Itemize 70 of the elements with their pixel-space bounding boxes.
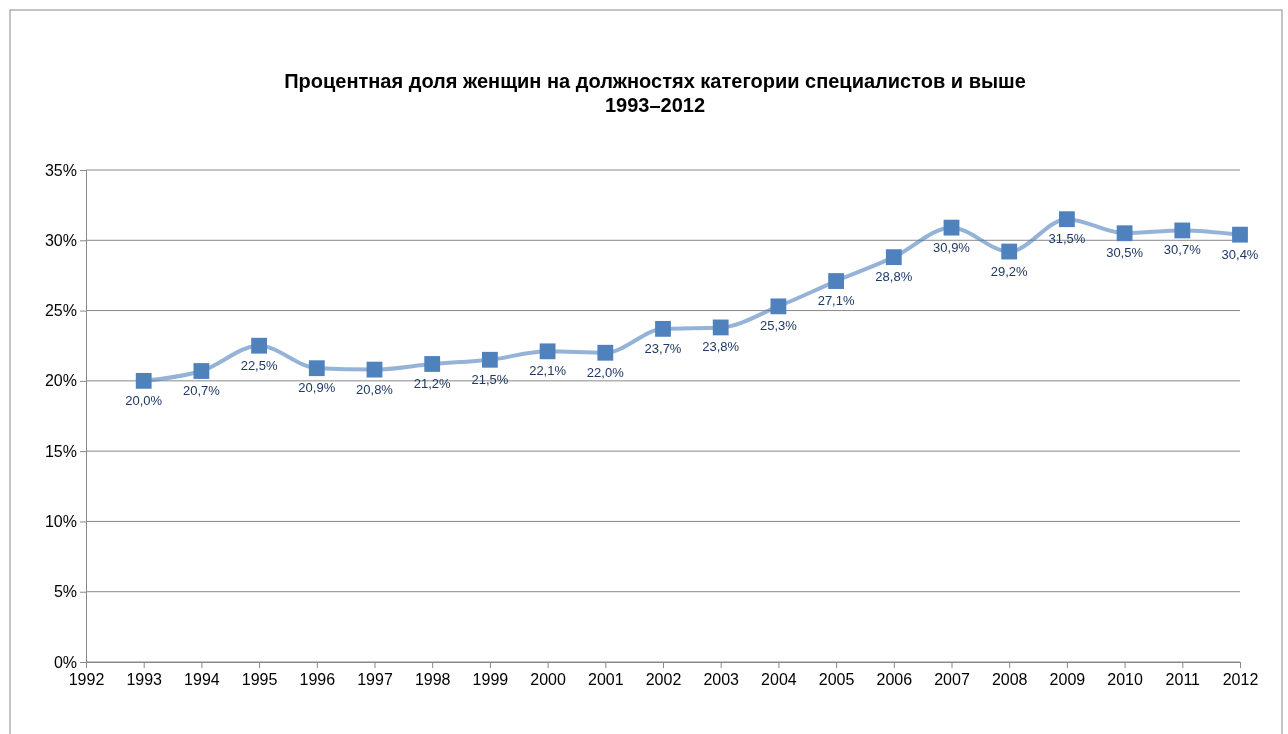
point	[539, 343, 556, 360]
x-tick-label: 1995	[241, 671, 278, 689]
point	[943, 219, 960, 236]
data-label: 31,5%	[1048, 231, 1086, 247]
point	[1058, 211, 1075, 228]
data-label: 21,5%	[471, 371, 509, 387]
point	[885, 249, 902, 266]
x-tick-label: 1992	[68, 671, 105, 689]
data-label: 28,8%	[875, 269, 913, 285]
data-label: 21,2%	[413, 375, 452, 391]
chart-title: Процентная доля женщин на должностях категории специалистов и выше 1993–2012	[284, 70, 1026, 116]
point	[655, 320, 671, 337]
point	[251, 337, 268, 354]
x-tick-label: 2000	[530, 671, 566, 689]
point	[308, 360, 325, 377]
y-tick-label: 20%	[44, 372, 77, 390]
data-label: 30,4%	[1221, 246, 1259, 262]
x-tick-label: 2002	[645, 671, 682, 689]
x-tick-label: 2006	[876, 671, 913, 689]
y-tick-label: 5%	[53, 583, 77, 601]
data-label: 30,7%	[1163, 242, 1202, 258]
point	[597, 344, 614, 361]
x-tick-label: 1996	[299, 671, 336, 689]
data-label: 20,7%	[182, 383, 221, 399]
point	[424, 356, 441, 372]
x-tick-label: 2011	[1165, 671, 1201, 689]
x-tick-label: 1994	[184, 671, 220, 689]
data-label: 20,9%	[298, 380, 336, 396]
x-tick-label: 1999	[472, 671, 509, 689]
point	[770, 298, 787, 315]
y-tick-label: 25%	[44, 302, 77, 320]
point	[1116, 225, 1133, 242]
x-tick-label: 2007	[934, 671, 970, 689]
x-tick-label: 2008	[991, 671, 1028, 689]
x-tick-label: 2003	[703, 671, 740, 689]
x-tick-label: 2001	[588, 671, 624, 689]
x-tick-label: 1997	[357, 671, 393, 689]
data-label: 20,0%	[125, 392, 163, 408]
y-tick-label: 0%	[53, 653, 77, 671]
x-tick-label: 1993	[126, 671, 163, 689]
y-tick-label: 35%	[44, 161, 77, 179]
x-tick-label: 2005	[818, 671, 855, 689]
data-label: 29,2%	[990, 263, 1029, 279]
point	[1174, 222, 1191, 239]
point	[1001, 243, 1018, 260]
point	[712, 319, 729, 336]
x-tick-label: 1998	[414, 671, 451, 689]
data-label: 23,8%	[702, 339, 740, 355]
x-tick-label: 2012	[1222, 671, 1259, 689]
data-label: 25,3%	[759, 318, 798, 334]
point	[828, 273, 844, 289]
point	[135, 372, 152, 389]
x-tick-label: 2004	[761, 671, 797, 689]
data-label: 23,7%	[644, 340, 682, 356]
point	[1232, 226, 1248, 243]
data-label: 22,0%	[586, 364, 625, 380]
data-label: 20,8%	[356, 381, 394, 397]
y-tick-label: 15%	[44, 442, 77, 460]
point	[481, 351, 498, 368]
point	[193, 363, 210, 379]
y-tick-label: 10%	[44, 513, 77, 531]
x-tick-label: 2009	[1049, 671, 1086, 689]
data-label: 22,5%	[240, 357, 278, 373]
data-label: 27,1%	[817, 293, 855, 309]
point	[366, 361, 383, 378]
data-label: 30,9%	[933, 239, 971, 255]
data-label: 22,1%	[529, 363, 567, 379]
y-tick-label: 30%	[44, 231, 77, 249]
x-tick-label: 2010	[1107, 671, 1143, 689]
data-label: 30,5%	[1106, 245, 1144, 261]
